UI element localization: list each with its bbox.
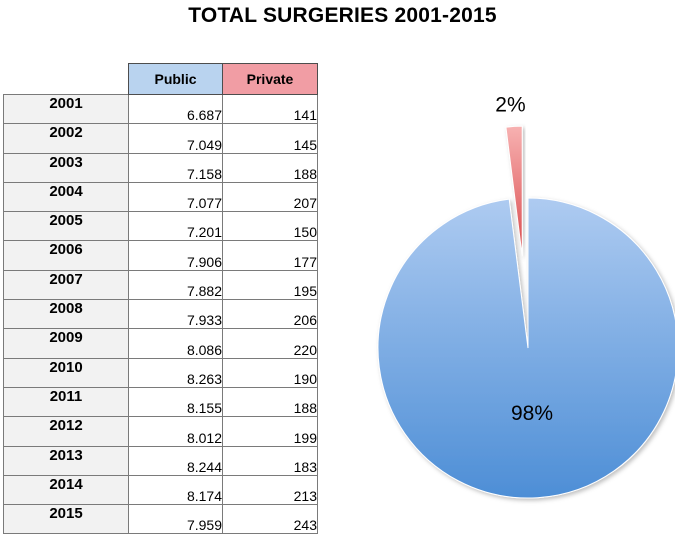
table-row: 2007 7.882 195: [3, 269, 318, 301]
pie-slice-public: [377, 197, 675, 499]
year-cell: 2012: [3, 416, 129, 447]
private-value-cell: 195: [222, 269, 318, 301]
table-row: 2015 7.959 243: [3, 504, 318, 535]
year-cell: 2006: [3, 240, 129, 271]
table-body: 2001 6.687 141 2002 7.049 145 2003 7.158 188 2004…: [3, 93, 318, 535]
private-value-cell: 243: [222, 504, 318, 535]
header-public: Public: [128, 63, 223, 95]
private-value-cell: 177: [222, 240, 318, 271]
pie-label-private: 2%: [495, 93, 525, 116]
private-value-cell: 207: [222, 181, 318, 213]
private-value-cell: 150: [222, 211, 318, 242]
public-value-cell: 7.201: [128, 211, 223, 242]
private-value-cell: 220: [222, 328, 318, 359]
year-cell: 2007: [3, 269, 129, 301]
public-value-cell: 8.012: [128, 416, 223, 447]
table-row: 2002 7.049 145: [3, 123, 318, 154]
year-cell: 2004: [3, 181, 129, 213]
public-value-cell: 8.263: [128, 357, 223, 388]
table-row: 2012 8.012 199: [3, 416, 318, 447]
chart-title: TOTAL SURGERIES 2001-2015: [188, 4, 497, 27]
private-value-cell: 188: [222, 152, 318, 183]
private-value-cell: 190: [222, 357, 318, 388]
public-value-cell: 6.687: [128, 93, 223, 125]
public-value-cell: 7.959: [128, 504, 223, 535]
public-value-cell: 7.882: [128, 269, 223, 301]
private-value-cell: 206: [222, 299, 318, 330]
year-cell: 2013: [3, 445, 129, 476]
public-value-cell: 8.174: [128, 474, 223, 506]
pie-slices: [377, 125, 675, 499]
table-row: 2005 7.201 150: [3, 211, 318, 242]
table-row: 2001 6.687 141: [3, 93, 318, 125]
year-cell: 2008: [3, 299, 129, 330]
year-cell: 2009: [3, 328, 129, 359]
year-cell: 2010: [3, 357, 129, 388]
table-row: 2006 7.906 177: [3, 240, 318, 271]
year-cell: 2003: [3, 152, 129, 183]
public-value-cell: 8.155: [128, 386, 223, 418]
table-row: 2013 8.244 183: [3, 445, 318, 476]
table-row: 2004 7.077 207: [3, 181, 318, 213]
table-row: 2011 8.155 188: [3, 386, 318, 418]
table-row: 2010 8.263 190: [3, 357, 318, 388]
table-row: 2014 8.174 213: [3, 474, 318, 506]
public-value-cell: 8.244: [128, 445, 223, 476]
private-value-cell: 213: [222, 474, 318, 506]
public-value-cell: 8.086: [128, 328, 223, 359]
header-blank-cell: [4, 64, 129, 95]
private-value-cell: 145: [222, 123, 318, 154]
private-value-cell: 188: [222, 386, 318, 418]
table-row: 2009 8.086 220: [3, 328, 318, 359]
private-value-cell: 141: [222, 93, 318, 125]
public-value-cell: 7.933: [128, 299, 223, 330]
private-value-cell: 183: [222, 445, 318, 476]
year-cell: 2011: [3, 386, 129, 418]
pie-label-public: 98%: [511, 402, 553, 425]
year-cell: 2001: [3, 93, 129, 125]
table-row: 2003 7.158 188: [3, 152, 318, 183]
header-private: Private: [222, 63, 318, 95]
year-cell: 2015: [3, 504, 129, 535]
year-cell: 2002: [3, 123, 129, 154]
pie-slice-private: [505, 125, 523, 257]
year-cell: 2005: [3, 211, 129, 242]
table-row: 2008 7.933 206: [3, 299, 318, 330]
public-value-cell: 7.049: [128, 123, 223, 154]
pie-labels: 2% 98%: [495, 93, 553, 425]
public-value-cell: 7.158: [128, 152, 223, 183]
table-header-row: Public Private: [4, 63, 318, 95]
public-value-cell: 7.077: [128, 181, 223, 213]
year-cell: 2014: [3, 474, 129, 506]
private-value-cell: 199: [222, 416, 318, 447]
data-table: Public Private 2001 6.687 141 2002 7.049 145 2…: [3, 63, 318, 535]
public-value-cell: 7.906: [128, 240, 223, 271]
pie-chart: 2% 98%: [377, 93, 675, 499]
